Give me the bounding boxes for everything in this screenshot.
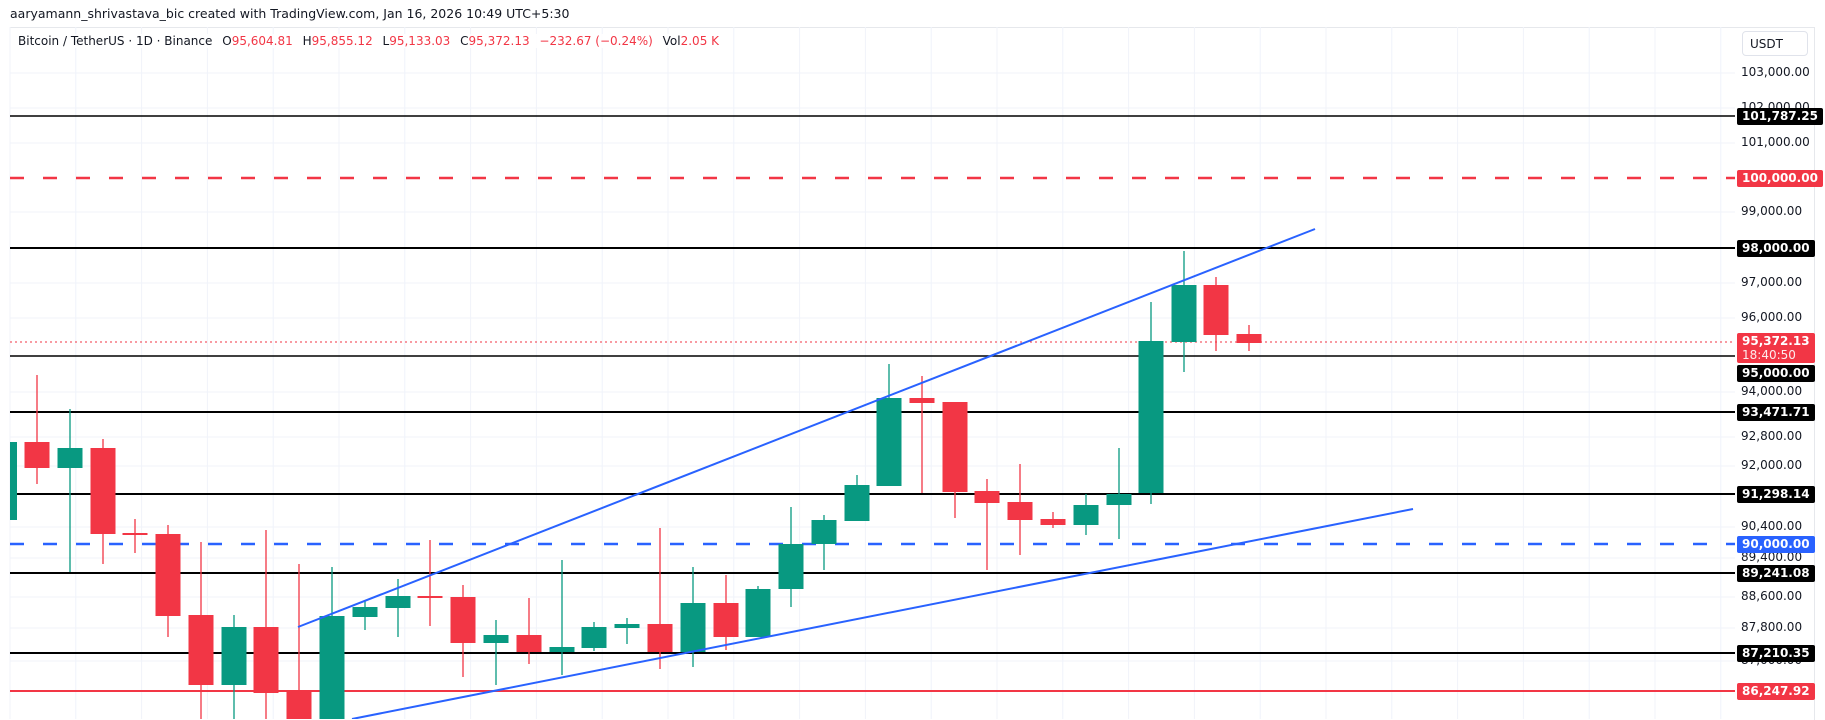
- axis-tick-label: 103,000.00: [1741, 65, 1810, 79]
- candle-body: [778, 544, 804, 589]
- price-level-tag: 91,298.14: [1737, 486, 1815, 503]
- price-level-tag: 89,241.08: [1737, 565, 1815, 582]
- price-level-tag: 98,000.00: [1737, 240, 1815, 257]
- axis-tick-label: 94,000.00: [1741, 384, 1803, 398]
- price-level-tag: 87,210.35: [1737, 645, 1815, 662]
- trendline: [297, 228, 1316, 628]
- axis-tick-label: 101,000.00: [1741, 135, 1810, 149]
- candle-body: [319, 616, 345, 719]
- volume-value: 2.05 K: [680, 34, 720, 48]
- price-level-tag: 95,000.00: [1737, 365, 1815, 382]
- candle-body: [581, 627, 607, 648]
- axis-tick-label: 87,800.00: [1741, 620, 1803, 634]
- axis-tick-label: 89,400.00: [1741, 550, 1803, 564]
- candle-body: [844, 485, 870, 521]
- axis-tick-label: 99,000.00: [1741, 204, 1803, 218]
- currency-button[interactable]: USDT: [1742, 31, 1808, 56]
- close-value: 95,372.13: [468, 34, 530, 48]
- candle-body: [549, 647, 575, 652]
- candle-body: [286, 691, 312, 719]
- candle-body: [90, 448, 116, 534]
- candle-body: [909, 398, 935, 403]
- candle-body: [221, 627, 247, 685]
- candle-body: [417, 596, 443, 598]
- axis-tick-label: 92,000.00: [1741, 458, 1803, 472]
- candle-body: [1106, 494, 1132, 505]
- trendline: [351, 508, 1414, 719]
- change-value: −232.67 (−0.24%): [539, 34, 653, 48]
- symbol-legend: Bitcoin / TetherUS · 1D · Binance O95,60…: [18, 34, 720, 48]
- candle-body: [1007, 502, 1033, 520]
- low-value: 95,133.03: [389, 34, 451, 48]
- candle-body: [811, 520, 837, 544]
- axis-tick-label: 92,800.00: [1741, 429, 1803, 443]
- axis-tick-label: 97,000.00: [1741, 275, 1803, 289]
- candle-body: [483, 635, 509, 643]
- symbol-title[interactable]: Bitcoin / TetherUS · 1D · Binance: [18, 34, 213, 48]
- price-level-tag: 101,787.25: [1737, 108, 1823, 125]
- candle-body: [57, 448, 83, 468]
- candle-body: [1040, 519, 1066, 525]
- axis-tick-label: 90,400.00: [1741, 519, 1803, 533]
- candle-body: [516, 635, 542, 652]
- candle-body: [1073, 505, 1099, 525]
- candle-body: [876, 398, 902, 486]
- candle-body: [1138, 341, 1164, 493]
- chart-credit: aaryamann_shrivastava_bic created with T…: [10, 6, 570, 21]
- candle-body: [713, 603, 739, 637]
- candle-body: [942, 402, 968, 492]
- high-label: H: [302, 34, 312, 48]
- candle-body: [24, 442, 50, 468]
- candle-body: [1236, 334, 1262, 343]
- candle-body: [188, 615, 214, 685]
- candle-body: [974, 491, 1000, 503]
- candle-body: [1171, 285, 1197, 342]
- axis-tick-label: 96,000.00: [1741, 310, 1803, 324]
- candle-body: [253, 627, 279, 693]
- open-value: 95,604.81: [231, 34, 293, 48]
- axis-tick-label: 88,600.00: [1741, 589, 1803, 603]
- candle-body: [122, 533, 148, 535]
- candle-body: [680, 603, 706, 652]
- price-level-tag: 86,247.92: [1737, 683, 1815, 700]
- price-level-tag: 90,000.00: [1737, 536, 1815, 553]
- candle-body: [10, 442, 17, 520]
- candle-body: [450, 597, 476, 643]
- high-value: 95,855.12: [311, 34, 373, 48]
- last-price-tag: 95,372.13 18:40:50: [1737, 333, 1815, 363]
- candle-body: [385, 596, 411, 608]
- candle-body: [745, 589, 771, 637]
- candle-body: [155, 534, 181, 616]
- close-label: C: [460, 34, 469, 48]
- volume-label: Vol: [662, 34, 681, 48]
- candle-body: [352, 607, 378, 617]
- candle-body: [1203, 285, 1229, 335]
- low-label: L: [382, 34, 390, 48]
- price-level-tag: 93,471.71: [1737, 404, 1815, 421]
- price-level-tag: 100,000.00: [1737, 170, 1823, 187]
- open-label: O: [222, 34, 232, 48]
- candle-body: [647, 624, 673, 652]
- candle-body: [614, 624, 640, 628]
